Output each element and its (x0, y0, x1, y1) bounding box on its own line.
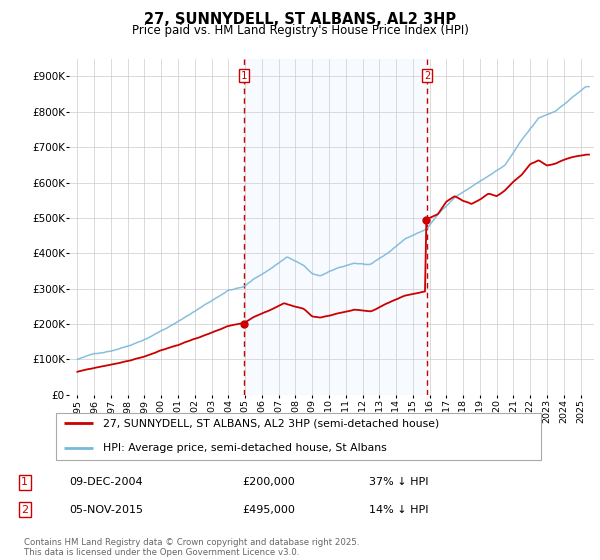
Text: 1: 1 (241, 71, 247, 81)
Text: £495,000: £495,000 (242, 505, 295, 515)
Bar (244, 59, 427, 395)
Text: 14% ↓ HPI: 14% ↓ HPI (369, 505, 428, 515)
Text: 05-NOV-2015: 05-NOV-2015 (70, 505, 143, 515)
Text: Price paid vs. HM Land Registry's House Price Index (HPI): Price paid vs. HM Land Registry's House … (131, 24, 469, 36)
Text: HPI: Average price, semi-detached house, St Albans: HPI: Average price, semi-detached house,… (103, 442, 387, 452)
Text: 27, SUNNYDELL, ST ALBANS, AL2 3HP: 27, SUNNYDELL, ST ALBANS, AL2 3HP (144, 12, 456, 27)
Text: 09-DEC-2004: 09-DEC-2004 (70, 477, 143, 487)
Text: 37% ↓ HPI: 37% ↓ HPI (369, 477, 428, 487)
Text: 1: 1 (21, 477, 28, 487)
FancyBboxPatch shape (56, 413, 541, 460)
Text: Contains HM Land Registry data © Crown copyright and database right 2025.
This d: Contains HM Land Registry data © Crown c… (24, 538, 359, 557)
Text: 2: 2 (21, 505, 28, 515)
Text: 27, SUNNYDELL, ST ALBANS, AL2 3HP (semi-detached house): 27, SUNNYDELL, ST ALBANS, AL2 3HP (semi-… (103, 418, 439, 428)
Text: £200,000: £200,000 (242, 477, 295, 487)
Text: 2: 2 (424, 71, 430, 81)
